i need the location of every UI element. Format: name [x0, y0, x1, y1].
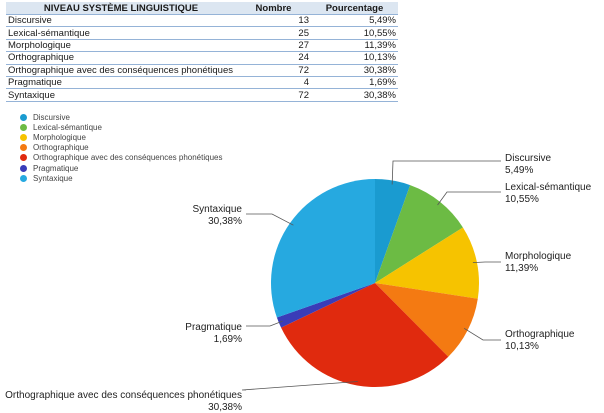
cell-niveau: Orthographique [6, 51, 236, 65]
table-row: Morphologique 27 11,39% [6, 39, 398, 53]
pie-slice [375, 185, 463, 283]
slice-value-label: 30,38% [208, 402, 242, 413]
legend-swatch [20, 144, 27, 152]
slice-name-label: Orthographique avec des conséquences pho… [5, 390, 242, 401]
legend-label: Morphologique [33, 132, 86, 142]
cell-niveau: Orthographique avec des conséquences pho… [6, 64, 236, 77]
cell-nombre: 4 [236, 76, 311, 90]
legend-swatch [20, 133, 27, 141]
legend-swatch [20, 154, 27, 162]
cell-nombre: 25 [236, 26, 311, 40]
table-row: Lexical-sémantique 25 10,55% [6, 26, 398, 40]
pie-slice [281, 283, 449, 388]
leader-line [463, 327, 501, 341]
pie-slice [375, 179, 411, 283]
slice-value-label: 5,49% [505, 165, 533, 176]
slice-name-label: Morphologique [505, 251, 572, 262]
chart-legend: Discursive Lexical-sémantique Morphologiqu… [20, 112, 222, 183]
data-table: NIVEAU SYSTÈME LINGUISTIQUE Nombre Pourc… [6, 2, 398, 102]
pie-slice [375, 283, 478, 357]
table-row: Orthographique avec des conséquences pho… [6, 64, 398, 77]
cell-nombre: 24 [236, 51, 311, 65]
legend-label: Orthographique [33, 143, 89, 153]
slice-name-label: Lexical-sémantique [505, 182, 592, 193]
table-row: Discursive 13 5,49% [6, 14, 398, 28]
cell-pourcentage: 10,55% [311, 26, 398, 40]
cell-pourcentage: 11,39% [311, 39, 398, 53]
pie-slice [276, 283, 375, 328]
legend-item: Orthographique avec des conséquences pho… [20, 153, 222, 163]
header-pourcentage: Pourcentage [311, 2, 398, 15]
slice-name-label: Orthographique [505, 329, 575, 340]
cell-nombre: 13 [236, 14, 311, 28]
pie-slice [375, 227, 479, 299]
slice-value-label: 10,13% [505, 341, 539, 352]
pie-slices [270, 179, 479, 388]
legend-swatch [20, 123, 27, 131]
cell-nombre: 27 [236, 39, 311, 53]
legend-label: Discursive [33, 112, 70, 122]
legend-item: Lexical-sémantique [20, 122, 222, 132]
legend-swatch [20, 164, 27, 172]
header-niveau: NIVEAU SYSTÈME LINGUISTIQUE [6, 2, 236, 15]
legend-label: Lexical-sémantique [33, 122, 102, 132]
cell-nombre: 72 [236, 64, 311, 77]
cell-pourcentage: 1,69% [311, 76, 398, 90]
slice-value-label: 1,69% [214, 334, 242, 345]
legend-label: Syntaxique [33, 173, 73, 183]
legend-item: Syntaxique [20, 173, 222, 183]
slice-name-label: Pragmatique [185, 322, 242, 333]
leader-line [391, 160, 501, 185]
slice-value-label: 30,38% [208, 216, 242, 227]
cell-pourcentage: 30,38% [311, 64, 398, 77]
cell-niveau: Morphologique [6, 39, 236, 53]
legend-swatch [20, 113, 27, 121]
slice-value-label: 10,55% [505, 194, 539, 205]
leader-line [437, 191, 501, 206]
table-header-row: NIVEAU SYSTÈME LINGUISTIQUE Nombre Pourc… [6, 2, 398, 15]
cell-nombre: 72 [236, 88, 311, 102]
legend-item: Discursive [20, 112, 222, 122]
cell-niveau: Discursive [6, 14, 236, 28]
table-row: Pragmatique 4 1,69% [6, 76, 398, 90]
cell-niveau: Lexical-sémantique [6, 26, 236, 40]
leader-line [472, 261, 501, 263]
pie-slice [270, 179, 375, 318]
legend-item: Morphologique [20, 132, 222, 142]
cell-pourcentage: 10,13% [311, 51, 398, 65]
legend-swatch [20, 174, 27, 182]
leader-line [246, 320, 283, 327]
leader-line [241, 381, 358, 391]
table-row: Orthographique 24 10,13% [6, 51, 398, 65]
legend-label: Pragmatique [33, 163, 79, 173]
cell-niveau: Pragmatique [6, 76, 236, 90]
header-nombre: Nombre [236, 2, 311, 15]
slice-name-label: Syntaxique [193, 204, 243, 215]
cell-niveau: Syntaxique [6, 88, 236, 102]
legend-label: Orthographique avec des conséquences pho… [33, 153, 223, 163]
legend-item: Pragmatique [20, 163, 222, 173]
slice-value-label: 11,39% [505, 263, 538, 274]
legend-item: Orthographique [20, 143, 222, 153]
cell-pourcentage: 30,38% [311, 88, 398, 102]
leader-line [246, 213, 294, 226]
table-row: Syntaxique 72 30,38% [6, 88, 398, 102]
cell-pourcentage: 5,49% [311, 14, 398, 28]
slice-name-label: Discursive [505, 153, 552, 164]
